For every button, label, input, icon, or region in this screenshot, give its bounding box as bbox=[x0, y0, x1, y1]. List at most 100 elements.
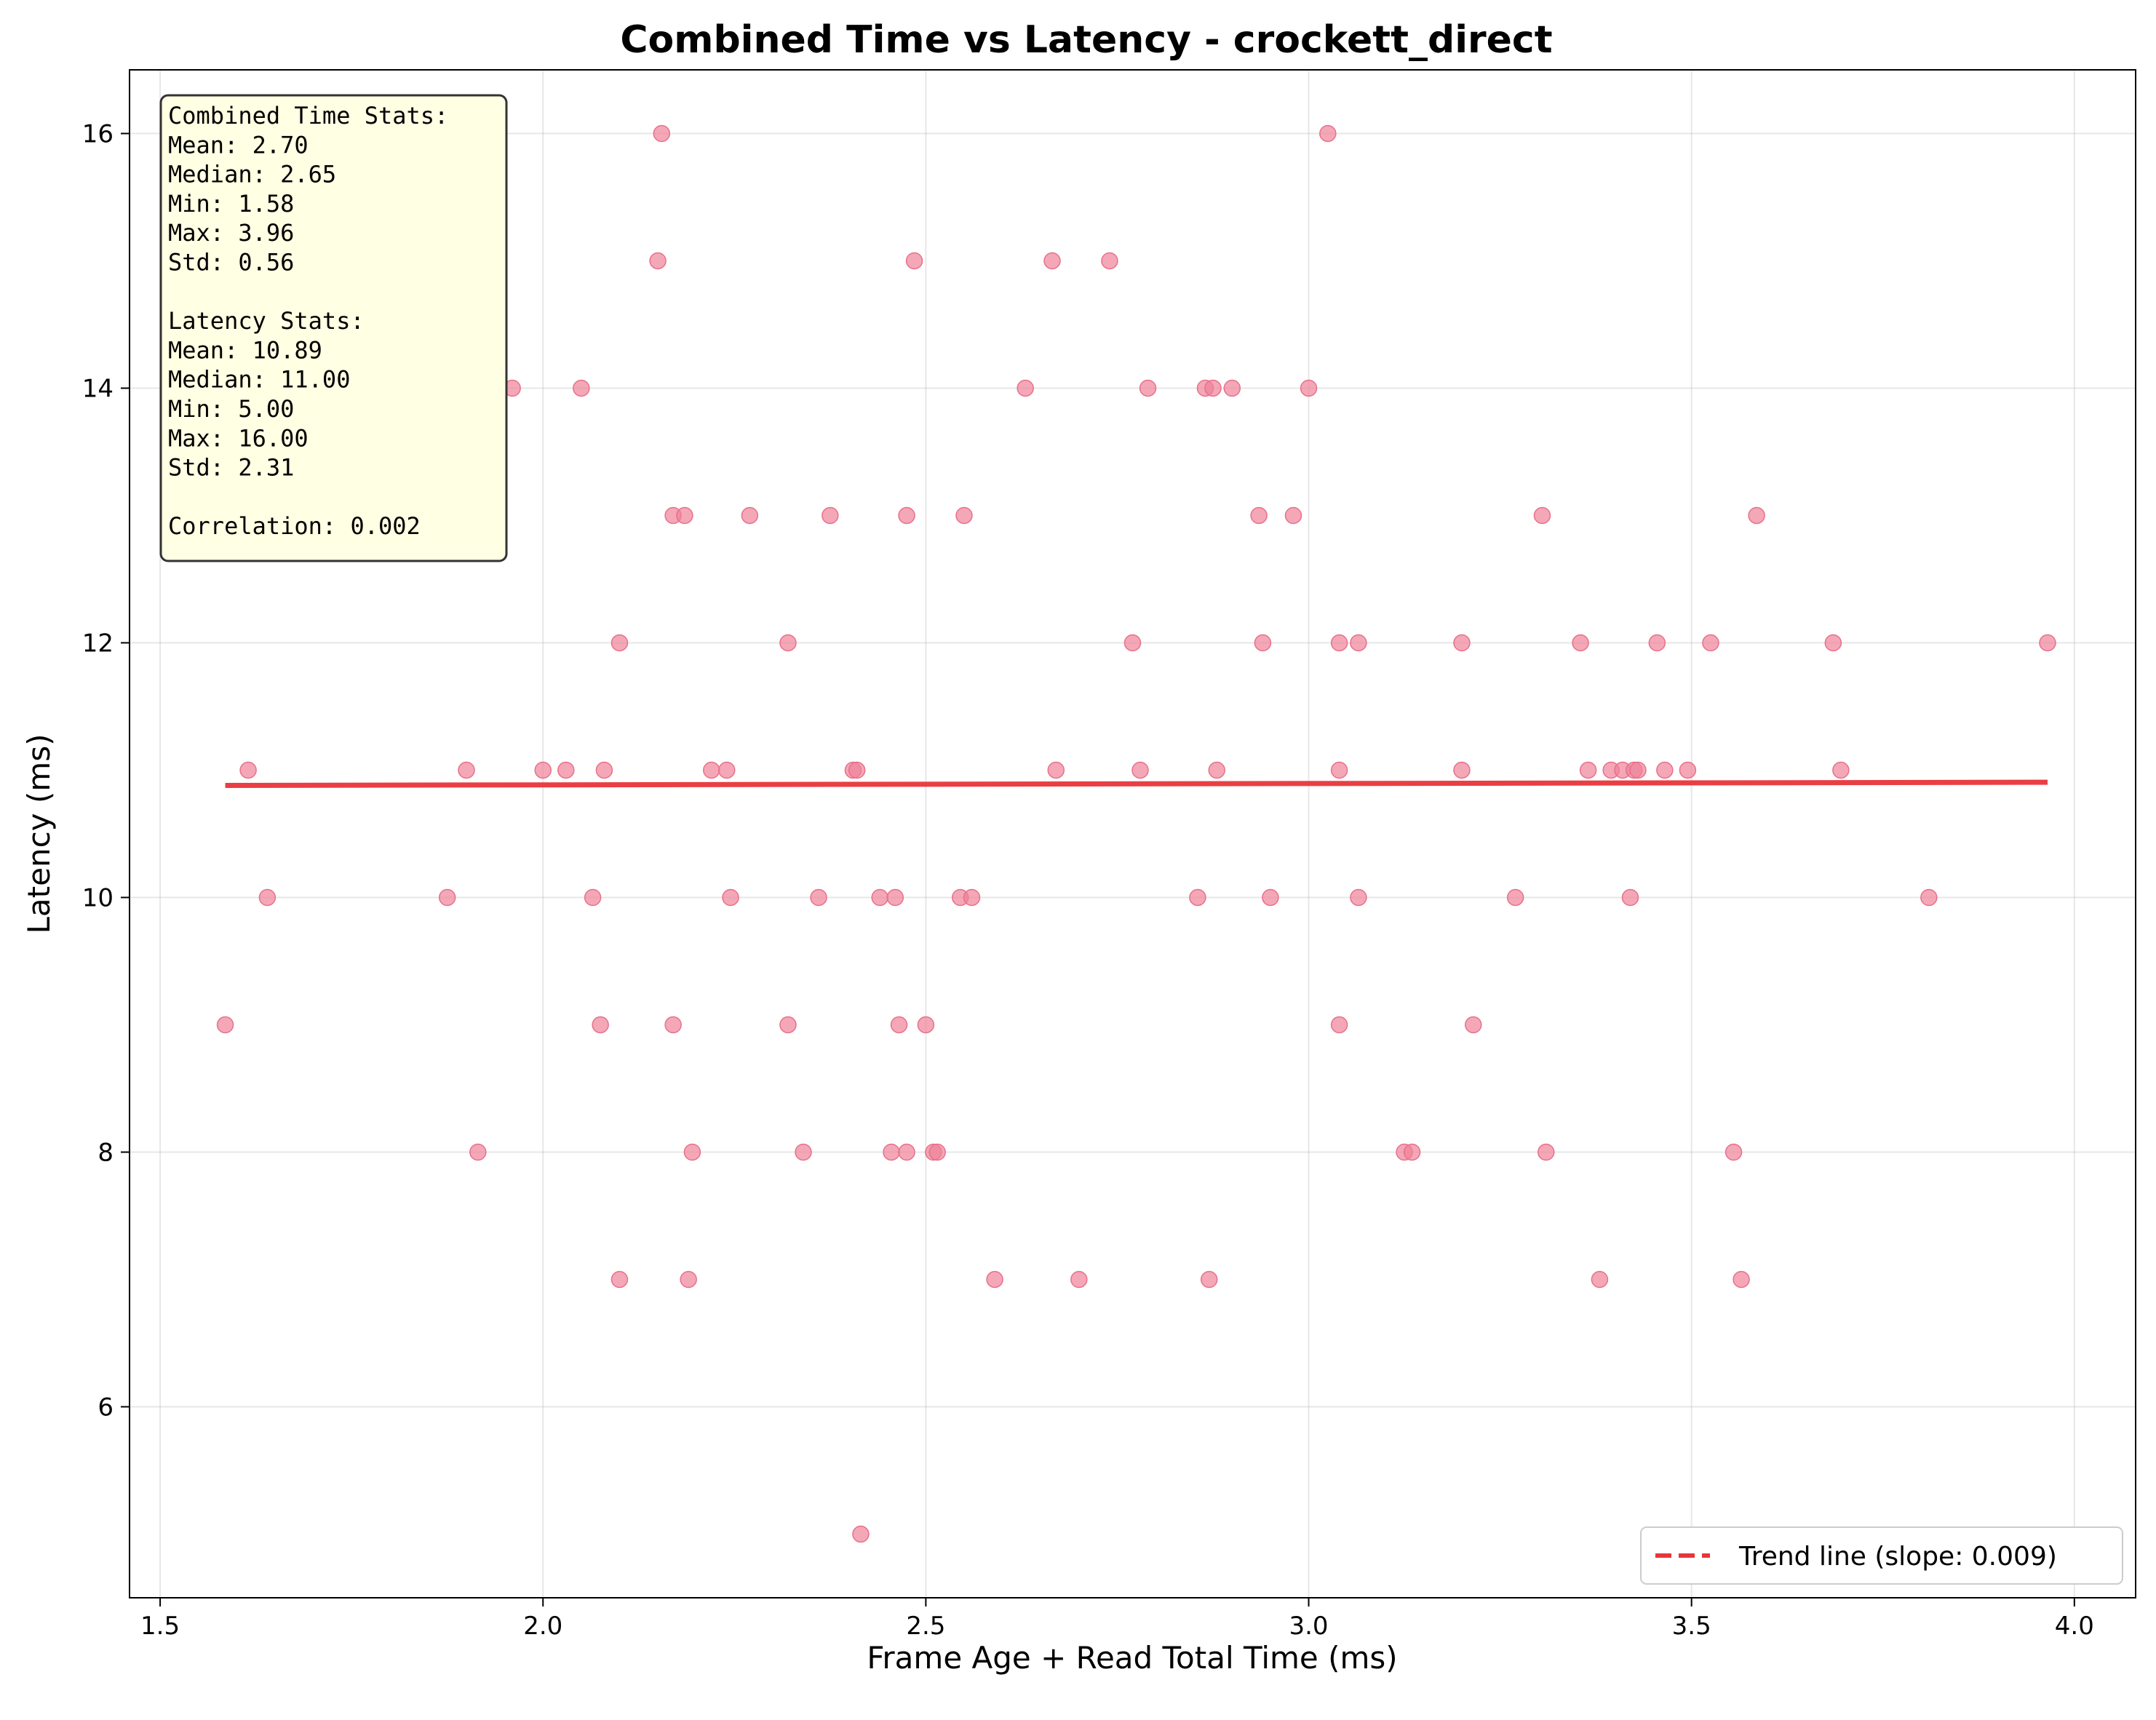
scatter-point bbox=[438, 888, 456, 907]
scatter-point bbox=[676, 506, 693, 525]
scatter-point bbox=[664, 1016, 682, 1034]
scatter-point bbox=[1250, 506, 1268, 525]
scatter-point bbox=[898, 506, 915, 525]
scatter-point bbox=[649, 252, 667, 270]
scatter-point bbox=[2039, 634, 2056, 652]
chart-title: Combined Time vs Latency - crockett_dire… bbox=[620, 18, 1552, 62]
scatter-point bbox=[963, 888, 981, 907]
scatter-point bbox=[610, 634, 629, 652]
scatter-point bbox=[1629, 761, 1647, 779]
stats-line: Std: 0.56 bbox=[168, 249, 294, 276]
scatter-point bbox=[898, 1143, 915, 1161]
scatter-point bbox=[1537, 1143, 1555, 1161]
scatter-point bbox=[1330, 1016, 1348, 1034]
scatter-point bbox=[1579, 761, 1597, 779]
scatter-point bbox=[557, 761, 575, 779]
scatter-point bbox=[1189, 888, 1206, 907]
stats-line: Mean: 2.70 bbox=[168, 131, 309, 159]
scatter-point bbox=[779, 1016, 797, 1034]
stats-line: Median: 2.65 bbox=[168, 161, 336, 188]
y-tick-label: 8 bbox=[98, 1139, 114, 1168]
scatter-point bbox=[1350, 888, 1367, 907]
scatter-point bbox=[1350, 634, 1367, 652]
scatter-point bbox=[1330, 634, 1348, 652]
scatter-point bbox=[1591, 1270, 1609, 1289]
scatter-point bbox=[741, 506, 759, 525]
y-tick-label: 14 bbox=[82, 375, 114, 404]
scatter-point bbox=[1453, 634, 1471, 652]
stats-box-background bbox=[159, 94, 508, 562]
scatter-point bbox=[1465, 1016, 1482, 1034]
scatter-point bbox=[1017, 379, 1034, 397]
y-tick-label: 16 bbox=[82, 120, 114, 149]
scatter-point bbox=[683, 1143, 701, 1161]
scatter-point bbox=[1070, 1270, 1088, 1289]
scatter-point bbox=[1679, 761, 1697, 779]
x-tick-label: 3.0 bbox=[1289, 1612, 1328, 1641]
scatter-point bbox=[1572, 634, 1589, 652]
scatter-point bbox=[1047, 761, 1065, 779]
scatter-point bbox=[1330, 761, 1348, 779]
scatter-point bbox=[905, 252, 923, 270]
scatter-point bbox=[890, 1016, 908, 1034]
x-axis-ticks: 1.5 2.0 2.5 3.0 3.5 4.0 bbox=[140, 1598, 2094, 1641]
scatter-point bbox=[1453, 761, 1471, 779]
scatter-point bbox=[886, 888, 904, 907]
x-tick-label: 3.5 bbox=[1672, 1612, 1711, 1641]
scatter-point bbox=[1920, 888, 1938, 907]
scatter-point bbox=[1139, 379, 1157, 397]
x-tick-label: 4.0 bbox=[2055, 1612, 2094, 1641]
scatter-point bbox=[469, 1143, 487, 1161]
scatter-point bbox=[1101, 252, 1118, 270]
stats-line: Mean: 10.89 bbox=[168, 336, 322, 364]
scatter-point bbox=[258, 888, 277, 907]
stats-line: Max: 16.00 bbox=[168, 424, 309, 452]
legend-frame bbox=[1640, 1526, 2123, 1585]
scatter-point bbox=[852, 1525, 870, 1543]
scatter-point bbox=[1533, 506, 1551, 525]
scatter-point bbox=[1208, 761, 1226, 779]
scatter-point bbox=[1043, 252, 1061, 270]
scatter-point bbox=[1262, 888, 1279, 907]
stats-line: Std: 2.31 bbox=[168, 454, 294, 482]
y-axis-ticks: 6 8 10 12 14 16 bbox=[82, 120, 130, 1422]
x-tick-label: 2.0 bbox=[523, 1612, 562, 1641]
stats-line: Correlation: 0.002 bbox=[168, 512, 421, 540]
stats-line: Median: 11.00 bbox=[168, 366, 350, 394]
scatter-point bbox=[1621, 888, 1639, 907]
scatter-points bbox=[216, 124, 2056, 1543]
scatter-point bbox=[239, 761, 257, 779]
scatter-point bbox=[1131, 761, 1149, 779]
scatter-point bbox=[702, 761, 720, 779]
scatter-point bbox=[795, 1143, 812, 1161]
scatter-point bbox=[1204, 379, 1222, 397]
stats-line: Min: 5.00 bbox=[168, 395, 294, 423]
scatter-point bbox=[1319, 124, 1337, 143]
scatter-point bbox=[822, 506, 839, 525]
plot-area-frame bbox=[129, 69, 2136, 1598]
scatter-point bbox=[986, 1270, 1003, 1289]
scatter-point bbox=[1748, 506, 1765, 525]
stats-line: Min: 1.58 bbox=[168, 190, 294, 218]
scatter-point bbox=[883, 1143, 900, 1161]
scatter-point bbox=[216, 1016, 234, 1034]
scatter-point bbox=[1300, 379, 1318, 397]
scatter-point bbox=[779, 634, 797, 652]
scatter-point bbox=[1200, 1270, 1218, 1289]
scatter-point bbox=[584, 888, 602, 907]
x-axis-label: Frame Age + Read Total Time (ms) bbox=[867, 1640, 1397, 1676]
legend: Trend line (slope: 0.009) bbox=[1640, 1526, 2123, 1585]
y-tick-label: 10 bbox=[82, 884, 114, 913]
scatter-point bbox=[1656, 761, 1674, 779]
scatter-point bbox=[595, 761, 613, 779]
scatter-point bbox=[592, 1016, 609, 1034]
scatter-point bbox=[917, 1016, 935, 1034]
scatter-point bbox=[1725, 1143, 1743, 1161]
x-tick-label: 2.5 bbox=[906, 1612, 945, 1641]
scatter-point bbox=[722, 888, 739, 907]
scatter-point bbox=[848, 761, 866, 779]
scatter-point bbox=[680, 1270, 697, 1289]
